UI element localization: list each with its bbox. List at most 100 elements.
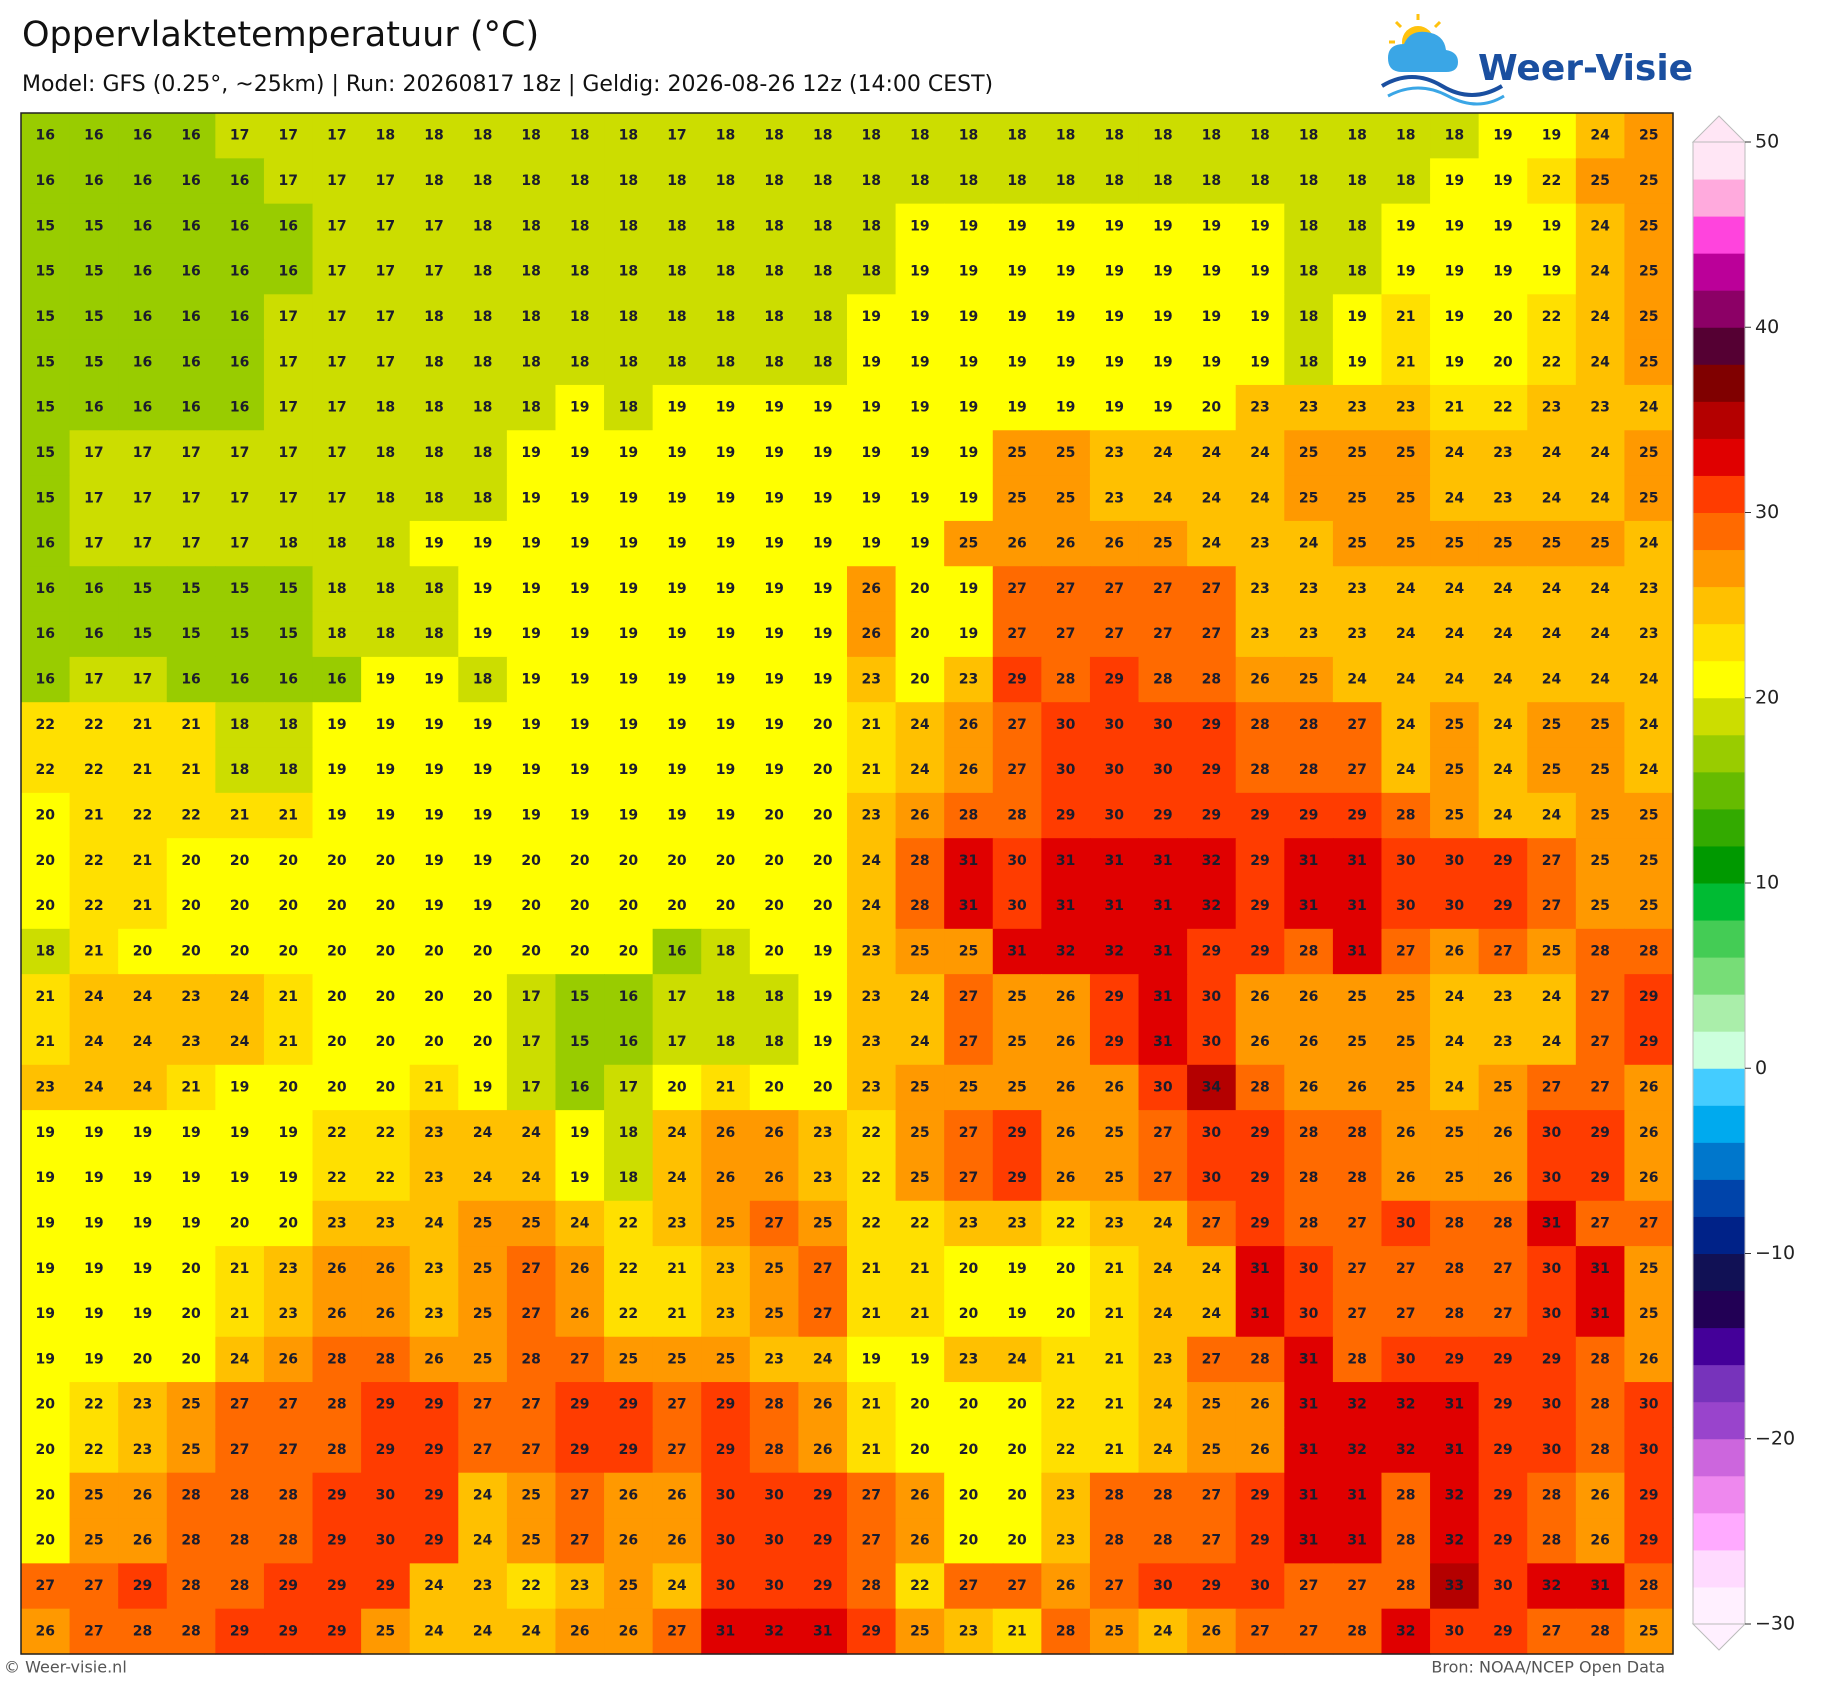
temperature-cell xyxy=(944,702,994,749)
temperature-cell xyxy=(1138,1427,1188,1474)
temperature-label: 18 xyxy=(667,309,686,325)
temperature-label: 26 xyxy=(1639,1125,1658,1141)
temperature-label: 16 xyxy=(133,218,152,234)
temperature-label: 29 xyxy=(1202,943,1221,959)
temperature-cell xyxy=(944,1336,994,1383)
temperature-cell xyxy=(1332,883,1383,930)
temperature-label: 23 xyxy=(1396,400,1415,416)
temperature-cell xyxy=(798,475,848,522)
temperature-cell xyxy=(166,611,216,658)
temperature-cell xyxy=(798,384,848,431)
temperature-label: 15 xyxy=(570,1034,589,1050)
temperature-label: 23 xyxy=(1347,581,1366,597)
temperature-cell xyxy=(749,475,800,522)
temperature-label: 20 xyxy=(327,1079,347,1095)
temperature-label: 20 xyxy=(376,943,396,959)
temperature-cell xyxy=(69,883,119,930)
temperature-label: 25 xyxy=(1639,128,1658,144)
temperature-cell xyxy=(652,339,702,386)
temperature-cell xyxy=(1381,1019,1431,1066)
temperature-cell xyxy=(1284,1563,1334,1610)
temperature-cell xyxy=(555,747,605,794)
temperature-label: 31 xyxy=(1153,989,1172,1005)
temperature-cell xyxy=(1332,475,1383,522)
temperature-cell xyxy=(215,294,265,341)
temperature-cell xyxy=(1478,113,1528,159)
temperature-label: 28 xyxy=(230,1533,249,1549)
temperature-label: 20 xyxy=(278,943,298,959)
temperature-cell xyxy=(992,1200,1042,1247)
colorbar-band xyxy=(1693,660,1745,699)
temperature-label: 31 xyxy=(1299,1351,1318,1367)
temperature-label: 32 xyxy=(1396,1623,1415,1639)
temperature-cell xyxy=(312,747,362,794)
temperature-cell xyxy=(409,294,459,341)
temperature-label: 26 xyxy=(1639,1079,1658,1095)
temperature-cell xyxy=(1527,339,1577,386)
temperature-cell xyxy=(118,1608,168,1655)
temperature-cell xyxy=(1138,1608,1188,1655)
temperature-label: 20 xyxy=(473,1034,493,1050)
temperature-cell xyxy=(1187,1472,1237,1519)
temperature-label: 16 xyxy=(230,173,249,189)
temperature-cell xyxy=(1624,1382,1674,1428)
temperature-label: 21 xyxy=(230,808,249,824)
temperature-cell xyxy=(166,1246,216,1293)
temperature-cell xyxy=(944,203,994,250)
temperature-cell xyxy=(118,1064,168,1111)
temperature-label: 18 xyxy=(1104,173,1123,189)
temperature-cell xyxy=(1332,1472,1383,1519)
temperature-label: 25 xyxy=(959,1079,978,1095)
temperature-label: 15 xyxy=(230,626,249,642)
temperature-label: 21 xyxy=(230,1306,249,1322)
temperature-cell xyxy=(944,883,994,930)
temperature-cell xyxy=(1235,475,1285,522)
temperature-cell xyxy=(312,838,362,885)
temperature-label: 25 xyxy=(1445,717,1464,733)
temperature-label: 22 xyxy=(862,1215,881,1231)
temperature-cell xyxy=(1041,158,1091,205)
temperature-label: 18 xyxy=(764,218,783,234)
temperature-cell xyxy=(944,792,994,839)
temperature-cell xyxy=(1187,1155,1237,1202)
temperature-label: 19 xyxy=(764,626,783,642)
temperature-label: 26 xyxy=(1056,1125,1075,1141)
temperature-cell xyxy=(604,294,654,341)
temperature-cell xyxy=(1381,1336,1431,1383)
temperature-label: 27 xyxy=(1250,1623,1269,1639)
temperature-label: 19 xyxy=(1104,218,1123,234)
temperature-cell xyxy=(1430,656,1480,703)
temperature-label: 20 xyxy=(376,989,396,1005)
temperature-label: 20 xyxy=(910,581,930,597)
temperature-label: 18 xyxy=(619,309,638,325)
temperature-cell xyxy=(1527,520,1577,567)
temperature-cell xyxy=(1187,1382,1237,1428)
temperature-label: 24 xyxy=(473,1487,493,1503)
temperature-cell xyxy=(1138,747,1188,794)
temperature-cell xyxy=(361,294,411,341)
temperature-cell xyxy=(21,838,71,885)
temperature-label: 25 xyxy=(1007,490,1026,506)
temperature-label: 22 xyxy=(619,1215,638,1231)
temperature-cell xyxy=(604,248,654,295)
temperature-label: 30 xyxy=(1542,1442,1562,1458)
temperature-label: 25 xyxy=(910,1079,929,1095)
temperature-label: 26 xyxy=(1299,1034,1318,1050)
temperature-cell xyxy=(263,1382,314,1428)
temperature-cell xyxy=(749,656,800,703)
temperature-label: 20 xyxy=(764,853,784,869)
temperature-cell xyxy=(1527,928,1577,975)
temperature-label: 27 xyxy=(278,1397,297,1413)
temperature-cell xyxy=(1041,611,1091,658)
temperature-cell xyxy=(215,792,265,839)
temperature-cell xyxy=(409,384,459,431)
temperature-cell xyxy=(944,1518,994,1564)
temperature-cell xyxy=(1138,1518,1188,1564)
temperature-label: 25 xyxy=(1639,309,1658,325)
temperature-cell xyxy=(215,1246,265,1293)
temperature-cell xyxy=(506,883,557,930)
temperature-label: 21 xyxy=(181,1079,200,1095)
temperature-cell xyxy=(1478,747,1528,794)
temperature-label: 29 xyxy=(327,1487,346,1503)
temperature-label: 20 xyxy=(959,1442,979,1458)
